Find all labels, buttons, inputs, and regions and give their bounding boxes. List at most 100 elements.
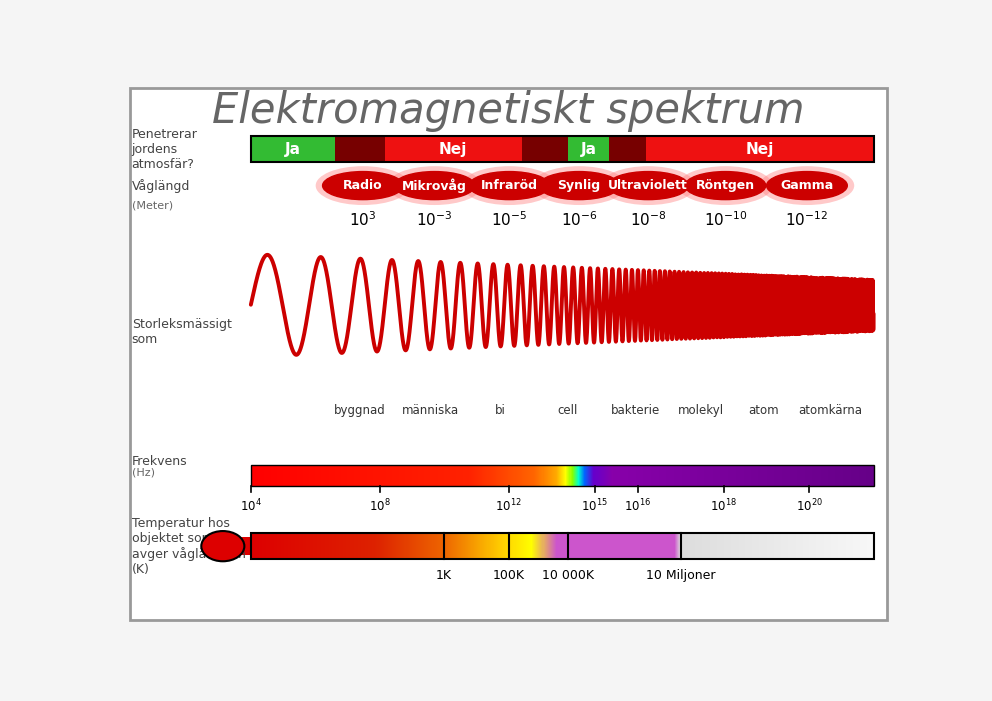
Bar — [251, 137, 874, 163]
Bar — [358, 533, 359, 559]
Bar — [714, 533, 715, 559]
Bar — [749, 465, 750, 486]
Bar — [451, 533, 452, 559]
Bar — [515, 465, 516, 486]
Bar — [839, 465, 840, 486]
Bar — [384, 533, 385, 559]
Bar — [821, 465, 822, 486]
Bar — [739, 465, 740, 486]
Bar — [290, 465, 291, 486]
Bar — [325, 465, 326, 486]
Bar — [695, 465, 696, 486]
Bar — [861, 465, 862, 486]
Bar — [798, 465, 799, 486]
Bar — [330, 465, 331, 486]
Bar — [459, 533, 460, 559]
Bar — [362, 465, 363, 486]
Bar — [566, 465, 567, 486]
Bar — [317, 465, 318, 486]
Bar — [262, 465, 263, 486]
Bar — [494, 465, 495, 486]
Bar — [261, 465, 262, 486]
Bar — [276, 533, 277, 559]
Bar — [351, 533, 352, 559]
Bar — [331, 465, 333, 486]
Bar — [666, 533, 667, 559]
Bar — [281, 465, 282, 486]
Bar — [441, 465, 442, 486]
Bar — [543, 465, 544, 486]
Bar — [378, 465, 379, 486]
Bar — [471, 533, 472, 559]
Bar — [820, 465, 821, 486]
Bar — [790, 533, 791, 559]
Bar — [507, 465, 508, 486]
Bar — [506, 533, 507, 559]
Bar — [747, 533, 748, 559]
Bar — [605, 465, 606, 486]
Bar — [651, 465, 652, 486]
Bar — [322, 465, 323, 486]
Bar — [709, 533, 710, 559]
Bar — [751, 465, 752, 486]
Bar — [368, 465, 369, 486]
Bar — [630, 465, 631, 486]
Bar — [393, 465, 394, 486]
Bar — [665, 533, 666, 559]
Bar — [363, 465, 364, 486]
Text: atomkärna: atomkärna — [798, 404, 862, 417]
Bar — [484, 533, 485, 559]
Bar — [525, 465, 526, 486]
Bar — [831, 465, 832, 486]
Bar — [680, 533, 681, 559]
Bar — [642, 533, 643, 559]
Bar — [278, 533, 279, 559]
Bar — [861, 533, 862, 559]
Bar — [266, 465, 267, 486]
Bar — [503, 465, 504, 486]
Bar — [731, 533, 732, 559]
Bar — [279, 533, 280, 559]
Bar — [327, 533, 328, 559]
Bar — [268, 533, 269, 559]
Bar — [674, 465, 675, 486]
Bar — [315, 465, 316, 486]
Bar — [659, 465, 660, 486]
Bar — [847, 533, 849, 559]
Bar — [725, 465, 726, 486]
Bar — [756, 533, 757, 559]
Bar — [501, 533, 502, 559]
Bar — [457, 465, 458, 486]
Bar — [310, 465, 311, 486]
Bar — [679, 533, 680, 559]
Bar — [707, 533, 708, 559]
Bar — [792, 533, 793, 559]
Bar — [763, 533, 764, 559]
Bar — [839, 533, 840, 559]
Bar — [678, 465, 679, 486]
Bar — [434, 465, 435, 486]
Bar — [252, 465, 253, 486]
Bar — [342, 533, 343, 559]
Bar — [338, 533, 339, 559]
Bar — [260, 465, 261, 486]
Bar — [680, 465, 681, 486]
Bar — [813, 533, 814, 559]
Bar — [689, 533, 690, 559]
Bar — [653, 465, 654, 486]
Bar — [321, 465, 322, 486]
Bar — [359, 465, 360, 486]
Bar — [578, 465, 580, 486]
Ellipse shape — [760, 166, 854, 205]
Bar — [747, 465, 748, 486]
Bar — [307, 465, 308, 486]
Text: 10$^{15}$: 10$^{15}$ — [581, 498, 608, 515]
Bar — [436, 465, 437, 486]
Ellipse shape — [685, 172, 766, 200]
Bar — [560, 465, 561, 486]
Bar — [348, 465, 349, 486]
Bar — [869, 465, 870, 486]
Bar — [728, 465, 729, 486]
Bar — [711, 533, 712, 559]
Bar — [729, 465, 730, 486]
